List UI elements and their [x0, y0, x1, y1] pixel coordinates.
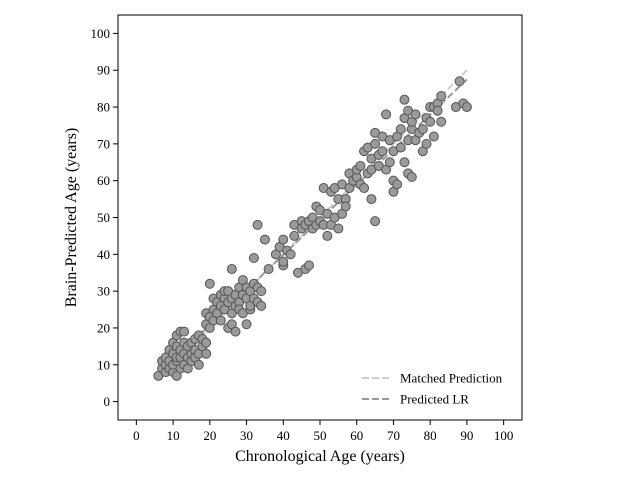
x-tick-label: 60 [350, 428, 363, 443]
y-tick-label: 70 [97, 136, 110, 151]
x-tick-label: 50 [314, 428, 327, 443]
data-point [359, 183, 370, 194]
x-tick-label: 80 [424, 428, 437, 443]
x-tick-label: 90 [460, 428, 473, 443]
data-point [425, 116, 436, 127]
y-tick-label: 60 [97, 173, 110, 188]
x-tick-label: 10 [167, 428, 180, 443]
y-tick-label: 100 [91, 26, 111, 41]
y-axis-label: Brain-Predicted Age (years) [63, 128, 80, 307]
x-axis-label: Chronological Age (years) [235, 448, 405, 465]
data-point [381, 109, 392, 120]
data-point [410, 109, 421, 120]
data-point [340, 201, 351, 212]
data-point [303, 260, 314, 271]
data-point [395, 124, 406, 135]
data-point [428, 131, 439, 142]
data-point [399, 157, 410, 168]
data-point [436, 91, 447, 101]
data-point [370, 216, 381, 227]
y-tick-label: 20 [97, 320, 110, 335]
data-point [278, 234, 289, 245]
data-point [454, 76, 465, 87]
plot-area [153, 69, 472, 381]
x-tick-label: 70 [387, 428, 400, 443]
y-tick-label: 10 [97, 357, 110, 372]
data-point [395, 142, 406, 153]
y-tick-label: 90 [97, 63, 110, 78]
data-point [322, 230, 333, 241]
data-point [193, 359, 204, 370]
data-point [201, 348, 212, 359]
data-point [406, 172, 417, 182]
data-point [256, 300, 267, 311]
data-point [355, 160, 366, 171]
data-point [289, 230, 300, 241]
data-point [285, 249, 296, 260]
data-point [333, 223, 344, 234]
y-tick-label: 30 [97, 284, 110, 299]
data-point [256, 286, 267, 297]
x-tick-label: 100 [494, 428, 514, 443]
data-point [226, 264, 237, 275]
y-tick-label: 40 [97, 247, 110, 262]
data-point [201, 337, 212, 348]
data-point [278, 256, 289, 267]
data-point [241, 319, 252, 330]
y-tick-label: 0 [104, 394, 111, 409]
x-tick-label: 20 [203, 428, 216, 443]
data-point [377, 146, 388, 157]
data-point [179, 326, 190, 337]
data-point [370, 138, 381, 149]
data-point [399, 94, 410, 105]
legend-label-predicted-lr: Predicted LR [400, 392, 469, 407]
data-point [252, 219, 263, 230]
legend-label-matched-prediction: Matched Prediction [400, 371, 503, 386]
data-point [417, 124, 428, 135]
y-tick-label: 50 [97, 210, 110, 225]
data-point [204, 278, 215, 289]
data-point [392, 179, 403, 190]
data-point [384, 157, 395, 168]
data-point [436, 116, 447, 127]
y-tick-label: 80 [97, 100, 110, 115]
data-point [366, 194, 377, 205]
data-point [421, 138, 432, 149]
data-point [263, 264, 274, 275]
data-point [215, 315, 226, 326]
data-point [461, 102, 472, 113]
x-tick-label: 30 [240, 428, 253, 443]
x-tick-label: 40 [277, 428, 290, 443]
data-point [230, 326, 241, 337]
axes: 0 10 20 30 40 50 60 70 80 90 100 0 10 20 30 40 50 60 70 80 9… [91, 14, 523, 443]
legend: Matched Prediction Predicted LR [362, 371, 503, 407]
data-point [259, 234, 270, 245]
data-point [432, 105, 443, 116]
x-tick-label: 0 [133, 428, 140, 443]
data-point [248, 253, 259, 263]
